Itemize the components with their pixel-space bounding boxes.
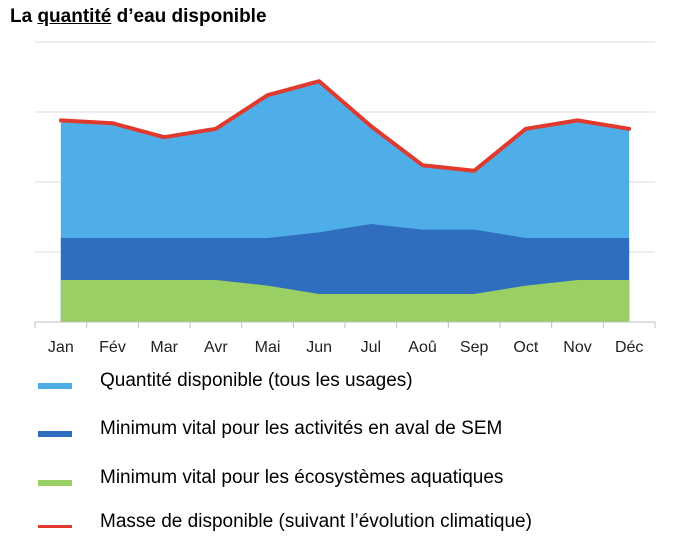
legend-swatch-downstream [38,431,72,437]
x-tick-label-10: Nov [563,339,591,356]
area-chart: Jan Fév Mar Avr Mai Jun Jul Aoû Sep Oct Nov Déc [34,41,656,356]
x-tick-label-3: Avr [204,339,228,356]
legend-label-ecosystems: Minimum vital pour les écosystèmes aquat… [100,467,504,488]
legend-label-available: Quantité disponible (tous les usages) [100,370,413,391]
area-ecosystems [60,280,630,322]
x-tick-label-4: Mai [255,339,281,356]
x-tick-label-6: Jul [361,339,381,356]
title-prefix: La [10,6,38,27]
legend-label-line: Masse de disponible (suivant l’évolution… [100,511,532,532]
legend-swatch-line [38,525,72,528]
legend-swatch-available [38,383,72,389]
title-underlined: quantité [37,6,112,27]
x-tick-label-7: Aoû [408,339,436,356]
x-tick-label-0: Jan [48,339,74,356]
legend-label-downstream: Minimum vital pour les activités en aval… [100,418,503,439]
x-tick-label-9: Oct [513,339,538,356]
x-tick-label-5: Jun [306,339,332,356]
title-suffix: d’eau disponible [111,6,267,27]
legend-swatch-ecosystems [38,480,72,486]
line-series-0 [58,79,632,173]
x-tick-label-1: Fév [99,339,126,356]
x-tick-label-11: Déc [615,339,643,356]
chart-title: La quantité d’eau disponible [10,6,267,28]
x-tick-label-2: Mar [150,339,178,356]
x-tick-label-8: Sep [460,339,489,356]
